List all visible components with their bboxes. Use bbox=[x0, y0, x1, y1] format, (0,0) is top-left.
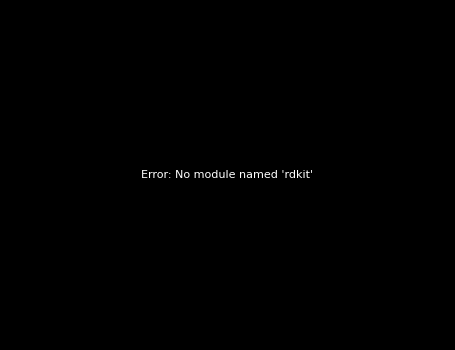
Text: Error: No module named 'rdkit': Error: No module named 'rdkit' bbox=[142, 170, 313, 180]
